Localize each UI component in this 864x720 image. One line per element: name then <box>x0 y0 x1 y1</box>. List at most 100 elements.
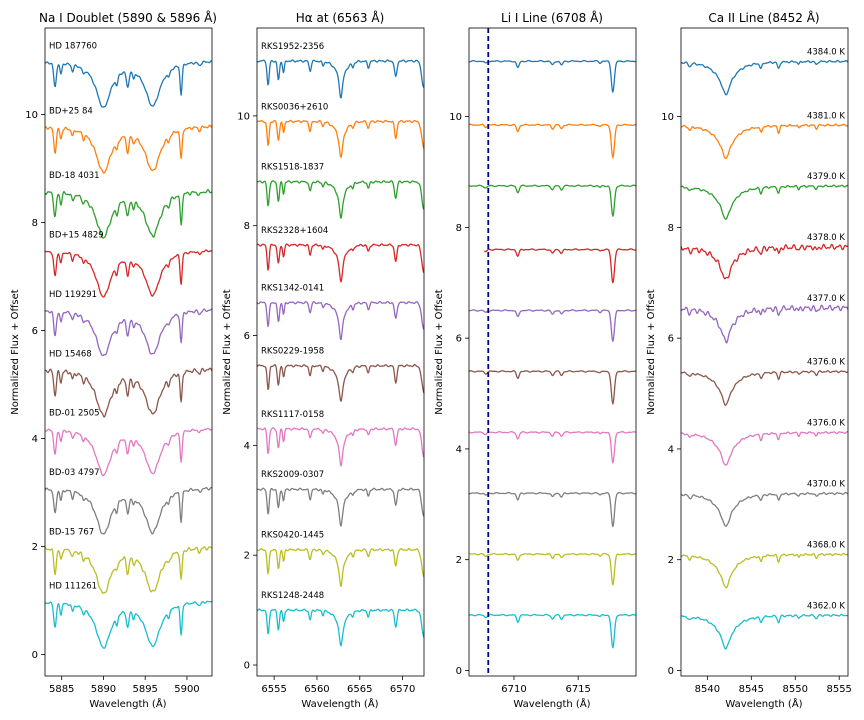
star-label: RKS1952-2356 <box>261 42 324 52</box>
spectrum-line <box>44 600 213 650</box>
y-axis-label: Normalized Flux + Offset <box>434 289 445 415</box>
spectrum-line <box>256 487 425 527</box>
y-tick-label: 6 <box>32 326 38 337</box>
y-tick-label: 8 <box>456 223 462 234</box>
spectrum-line <box>44 427 213 477</box>
spectrum-line <box>44 189 213 239</box>
spectrum-line <box>680 304 849 344</box>
x-tick-label: 8550 <box>783 684 808 695</box>
x-tick-label: 5900 <box>174 684 199 695</box>
spectrum-line <box>44 249 213 298</box>
spectrum-line <box>468 184 637 217</box>
spectrum-line <box>680 613 849 650</box>
spectra-series <box>44 60 213 650</box>
temperature-label: 4378.0 K <box>807 233 845 243</box>
spectrum-line <box>44 486 213 535</box>
spectrum-line <box>680 430 849 466</box>
panel-na-doublet: Na I Doublet (5890 & 5896 Å) Wavelength … <box>10 10 217 710</box>
y-tick-label: 10 <box>661 112 674 123</box>
x-axis-label: Wavelength (Å) <box>513 697 590 710</box>
spectrum-line <box>468 59 637 93</box>
spectrum-line <box>468 370 637 405</box>
star-labels: 4384.0 K 4381.0 K 4379.0 K 4378.0 K 4377.0 K… <box>807 48 845 612</box>
spectrum-line <box>468 431 637 464</box>
star-label: RKS1248-2448 <box>261 591 324 601</box>
star-label: HD 15468 <box>49 349 92 359</box>
spectrum-line <box>680 370 849 406</box>
star-label: BD-01 2505 <box>49 409 100 419</box>
temperature-label: 4362.0 K <box>807 601 845 611</box>
x-axis-label: Wavelength (Å) <box>301 697 378 710</box>
spectrum-line <box>44 308 213 357</box>
y-tick-label: 2 <box>668 555 674 566</box>
plot-frame <box>468 27 637 677</box>
panel-title: Ca II Line (8452 Å) <box>708 10 819 25</box>
star-labels: HD 187760 BD+25 84 BD-18 4031 BD+15 4829 HD … <box>49 42 104 592</box>
y-tick-label: 4 <box>456 444 462 455</box>
temperature-label: 4379.0 K <box>807 172 845 182</box>
star-label: BD-15 767 <box>49 528 94 538</box>
y-tick-label: 10 <box>237 111 250 122</box>
star-labels: RKS1952-2356 RKS0036+2610 RKS1518-1837 RKS2… <box>261 42 328 601</box>
y-tick-label: 4 <box>244 441 250 452</box>
plot-frame <box>44 27 213 677</box>
star-label: BD+15 4829 <box>49 231 104 241</box>
star-label: HD 119291 <box>49 290 97 300</box>
plot-frame <box>680 27 849 677</box>
y-tick-label: 2 <box>32 542 38 553</box>
temperature-label: 4368.0 K <box>807 541 845 551</box>
star-label: HD 187760 <box>49 42 97 52</box>
x-tick-label: 5885 <box>49 684 74 695</box>
spectrum-line <box>680 491 849 527</box>
star-label: RKS2009-0307 <box>261 470 324 480</box>
temperature-label: 4377.0 K <box>807 294 845 304</box>
star-label: BD-18 4031 <box>49 171 100 181</box>
y-tick-label: 6 <box>456 334 462 345</box>
temperature-label: 4381.0 K <box>807 111 845 121</box>
spectrum-line <box>256 243 425 283</box>
x-tick-label: 8555 <box>826 684 851 695</box>
panel-li-line: Li I Line (6708 Å) Wavelength (Å) Normal… <box>434 10 637 710</box>
temperature-label: 4384.0 K <box>807 48 845 58</box>
spectra-series <box>256 59 425 647</box>
star-label: RKS0229-1958 <box>261 347 324 357</box>
plot-frame <box>256 27 425 677</box>
y-tick-label: 8 <box>32 218 38 229</box>
star-label: BD-03 4797 <box>49 468 100 478</box>
spectrum-line <box>256 119 425 158</box>
spectrum-line <box>44 546 213 594</box>
x-tick-label: 6565 <box>347 684 372 695</box>
axis-ticks: 5885 5890 5895 5900 0 2 4 6 8 10 <box>25 110 199 695</box>
y-tick-label: 0 <box>668 666 674 677</box>
axis-ticks: 6555 6560 6565 6570 0 2 4 6 8 10 <box>237 111 415 695</box>
x-tick-label: 6570 <box>390 684 415 695</box>
y-tick-label: 6 <box>244 331 250 342</box>
panel-title: Hα at (6563 Å) <box>296 10 385 25</box>
panel-title: Li I Line (6708 Å) <box>501 10 603 25</box>
spectrum-line <box>680 552 849 589</box>
spectrum-line <box>44 60 213 108</box>
x-tick-label: 6560 <box>304 684 329 695</box>
y-axis-label: Normalized Flux + Offset <box>646 289 657 415</box>
x-tick-label: 5895 <box>132 684 157 695</box>
x-tick-label: 6715 <box>565 684 590 695</box>
star-label: HD 111261 <box>49 582 97 592</box>
temperature-label: 4376.0 K <box>807 419 845 429</box>
star-label: RKS0420-1445 <box>261 531 324 541</box>
spectrum-line <box>468 552 637 586</box>
star-label: RKS1117-0158 <box>261 410 324 420</box>
star-label: RKS1518-1837 <box>261 163 324 173</box>
star-label: RKS1342-0141 <box>261 283 324 293</box>
y-tick-label: 2 <box>244 551 250 562</box>
temperature-label: 4376.0 K <box>807 358 845 368</box>
y-tick-label: 0 <box>32 650 38 661</box>
spectrum-line <box>256 608 425 647</box>
spectrum-line <box>44 124 213 174</box>
spectrum-line <box>483 248 637 284</box>
x-tick-label: 5890 <box>91 684 116 695</box>
spectrum-line <box>680 184 849 220</box>
spectrum-line <box>256 427 425 467</box>
spectrum-line <box>468 491 637 528</box>
y-tick-label: 10 <box>25 110 38 121</box>
